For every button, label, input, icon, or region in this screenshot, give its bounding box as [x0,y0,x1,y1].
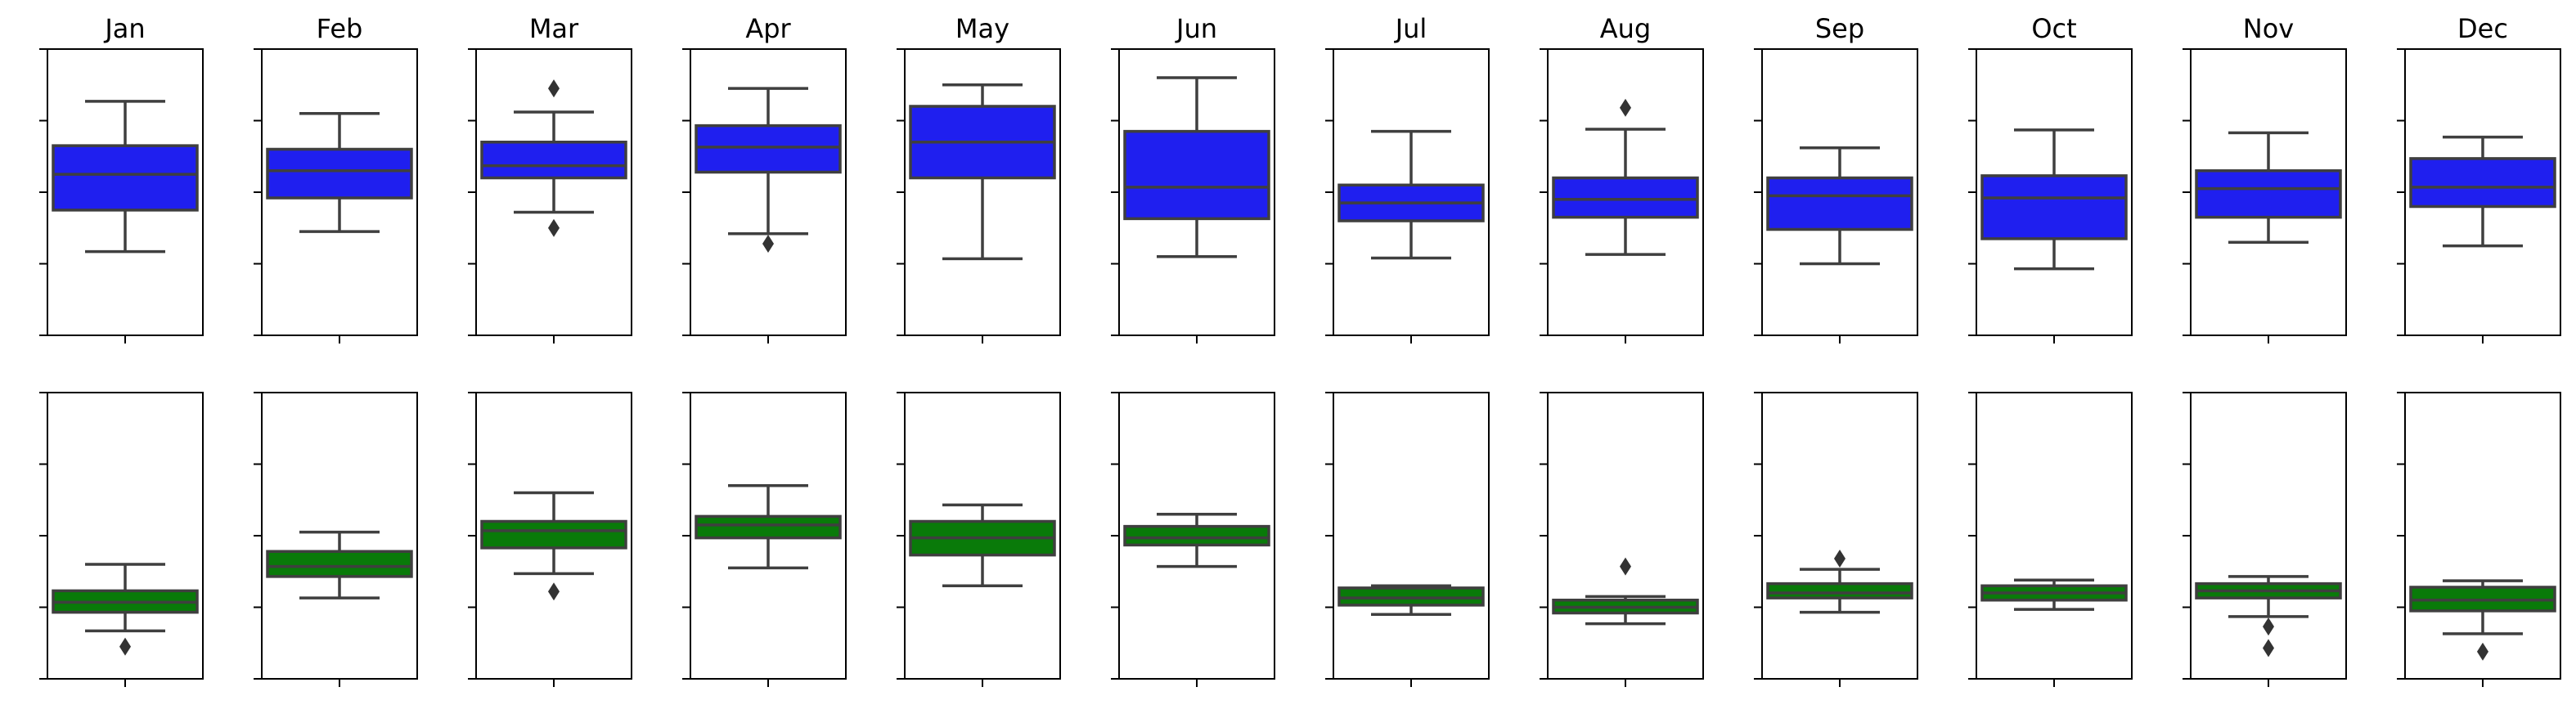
month-title-apr: Apr [745,13,791,44]
outlier-point [1620,98,1631,117]
panel-frame-dec-1 [2404,392,2561,680]
panel-frame-nov-1 [2190,392,2347,680]
box-mar [480,519,627,550]
box-jun [1123,129,1270,221]
box-dec [2409,157,2556,209]
month-title-jul: Jul [1394,13,1427,44]
panel-frame-oct-1 [1976,392,2133,680]
month-title-nov: Nov [2243,13,2294,44]
panel-frame-sep-1 [1761,392,1918,680]
panel-frame-aug-1 [1547,392,1704,680]
month-title-oct: Oct [2031,13,2076,44]
box-sep [1766,176,1913,231]
outlier-point [548,79,560,98]
outlier-point [762,235,774,253]
month-title-may: May [955,13,1009,44]
box-aug [1552,176,1699,219]
box-nov [2195,169,2342,219]
outlier-point [119,637,131,656]
outlier-point [1834,550,1845,568]
month-title-mar: Mar [529,13,579,44]
box-jan [52,144,199,212]
box-apr [695,514,842,540]
outlier-point [548,582,560,601]
panel-frame-jan-1 [47,392,204,680]
box-sep [1766,582,1913,599]
box-feb [266,550,413,578]
month-title-sep: Sep [1815,13,1864,44]
month-title-jan: Jan [103,13,145,44]
month-title-feb: Feb [317,13,363,44]
month-title-aug: Aug [1600,13,1651,44]
box-apr [695,123,842,174]
box-oct [1980,174,2128,240]
outlier-point [2477,642,2488,661]
outlier-point [2263,617,2274,636]
box-feb [266,147,413,200]
month-title-jun: Jun [1175,13,1217,44]
box-jun [1123,524,1270,547]
panel-frame-jul-1 [1333,392,1490,680]
box-mar [480,141,627,180]
outlier-point [1620,557,1631,576]
month-title-dec: Dec [2457,13,2508,44]
outlier-point [2263,639,2274,658]
outlier-point [548,218,560,237]
